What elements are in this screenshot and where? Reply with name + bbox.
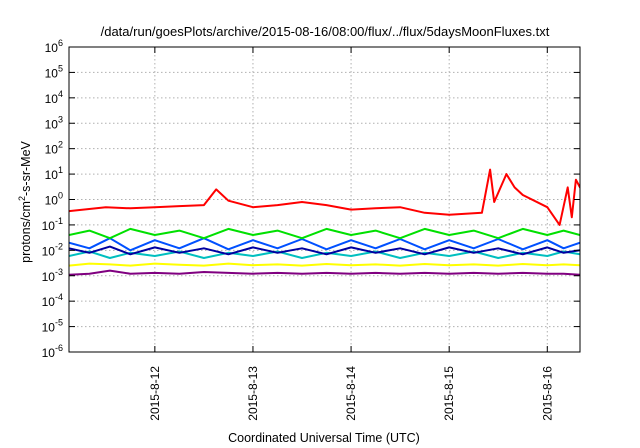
x-tick-label: 2015-8-12: [148, 366, 162, 421]
y-tick-label: 101: [45, 165, 63, 182]
y-tick-label: 10-2: [42, 241, 63, 258]
y-tick-label: 105: [45, 63, 63, 80]
y-tick-label: 10-5: [42, 318, 63, 335]
x-tick-label: 2015-8-15: [442, 366, 456, 421]
series-line-6: [69, 227, 580, 240]
y-tick-label: 10-3: [42, 267, 63, 284]
series-line-4: [69, 245, 580, 256]
y-axis-label-main: protons/cm: [19, 201, 33, 263]
series-line-5: [69, 237, 580, 252]
y-tick-label: 104: [45, 89, 63, 106]
x-axis-ticks: 2015-8-12 2015-8-13 2015-8-14 2015-8-15 2015…: [148, 47, 554, 421]
series-line-7: [69, 168, 580, 226]
y-tick-label: 106: [45, 38, 63, 55]
x-axis-label: Coordinated Universal Time (UTC): [228, 431, 420, 445]
y-tick-label: 102: [45, 140, 63, 157]
chart-title: /data/run/goesPlots/archive/2015-08-16/0…: [101, 24, 550, 39]
y-tick-label: 100: [45, 191, 63, 208]
series-group: [69, 168, 580, 276]
y-tick-label: 103: [45, 114, 63, 131]
series-line-1: [69, 269, 580, 276]
y-tick-label: 10-1: [42, 216, 63, 233]
y-axis-label-rest: -s-sr-MeV: [19, 140, 33, 196]
grid-lines: [69, 47, 580, 352]
x-tick-label: 2015-8-14: [344, 366, 358, 421]
y-axis-label: protons/cm2-s-sr-MeV: [17, 140, 33, 262]
y-tick-label: 10-4: [42, 292, 63, 309]
x-tick-label: 2015-8-16: [540, 366, 554, 421]
series-line-2: [69, 262, 580, 267]
y-axis-ticks: 10-6 10-5 10-4 10-3 10-2 10-1 100 101 102 103 104 1…: [42, 38, 580, 360]
y-axis-label-sup: 2: [17, 196, 27, 201]
x-tick-label: 2015-8-13: [246, 366, 260, 421]
y-tick-label: 10-6: [42, 343, 63, 360]
series-line-3: [69, 250, 580, 259]
